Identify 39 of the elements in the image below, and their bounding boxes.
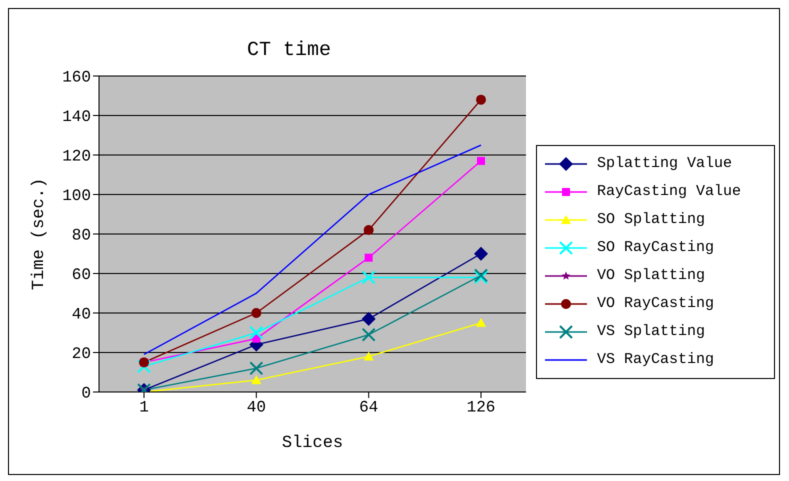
x-tick-label: 126 [466,398,496,416]
y-tick-label: 80 [72,226,91,245]
legend-label: RayCasting Value [597,182,742,202]
y-tick-label: 140 [62,108,91,126]
point [364,254,373,262]
point [362,270,376,284]
y-tick-label: 100 [62,187,91,206]
legend-label: VO Splatting [597,266,706,286]
x-axis-title: Slices [282,434,344,453]
y-tick-label: 120 [62,148,91,166]
point [137,359,151,374]
legend-label: SO Splatting [597,210,706,230]
point [477,156,485,165]
point [364,351,374,360]
point [251,375,262,384]
point [474,246,488,261]
point [362,328,376,342]
y-tick-label: 40 [72,306,91,324]
y-tick-label: 60 [72,266,91,284]
point [364,225,374,236]
point [249,361,264,376]
y-tick-label: 20 [72,345,91,364]
x-tick-label: 64 [359,398,378,416]
chart-title: CT time [246,39,332,62]
y-tick-label: 0 [81,384,91,403]
point [476,94,486,105]
y-axis-title: Time (sec.) [30,178,50,290]
legend-label: VO RayCasting [597,294,714,314]
point [249,326,264,340]
legend-label: SO RayCasting [597,238,714,258]
legend-label: VS Splatting [597,322,706,342]
point [251,308,262,318]
legend-label: VS RayCasting [597,350,714,370]
x-tick-label: 40 [246,398,266,416]
y-tick-label: 160 [62,68,91,87]
point [362,312,376,326]
x-tick-label: 1 [139,398,149,416]
point [476,318,486,327]
legend-label: Splatting Value [597,154,732,174]
